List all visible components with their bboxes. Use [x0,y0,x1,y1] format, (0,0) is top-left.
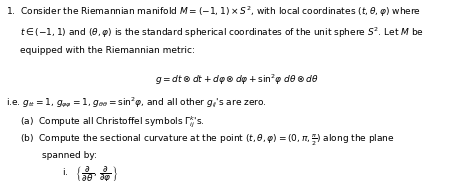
Text: $g = dt \otimes dt + d\varphi \otimes d\varphi + \sin^2\!\varphi\; d\theta \otim: $g = dt \otimes dt + d\varphi \otimes d\… [155,72,319,87]
Text: 1.  Consider the Riemannian manifold $M = (-1, 1) \times S^2$, with local coordi: 1. Consider the Riemannian manifold $M =… [6,5,421,19]
Text: ii.  $\left\{\dfrac{\partial}{\partial t},\, \dfrac{\partial}{\partial\theta}\ri: ii. $\left\{\dfrac{\partial}{\partial t}… [62,180,114,181]
Text: (b)  Compute the sectional curvature at the point $(t, \theta, \varphi) = (0, \p: (b) Compute the sectional curvature at t… [20,133,395,148]
Text: equipped with the Riemannian metric:: equipped with the Riemannian metric: [20,46,195,55]
Text: spanned by:: spanned by: [42,151,97,160]
Text: (a)  Compute all Christoffel symbols $\Gamma^k_{ij}$'s.: (a) Compute all Christoffel symbols $\Ga… [20,115,205,131]
Text: i.e. $g_{tt} = 1$, $g_{\varphi\varphi} = 1$, $g_{\theta\theta} = \sin^2\!\varphi: i.e. $g_{tt} = 1$, $g_{\varphi\varphi} =… [6,95,266,110]
Text: $t \in (-1, 1)$ and $(\theta, \varphi)$ is the standard spherical coordinates of: $t \in (-1, 1)$ and $(\theta, \varphi)$ … [20,25,424,40]
Text: i.   $\left\{\dfrac{\partial}{\partial\theta},\, \dfrac{\partial}{\partial\varph: i. $\left\{\dfrac{\partial}{\partial\the… [62,164,118,181]
